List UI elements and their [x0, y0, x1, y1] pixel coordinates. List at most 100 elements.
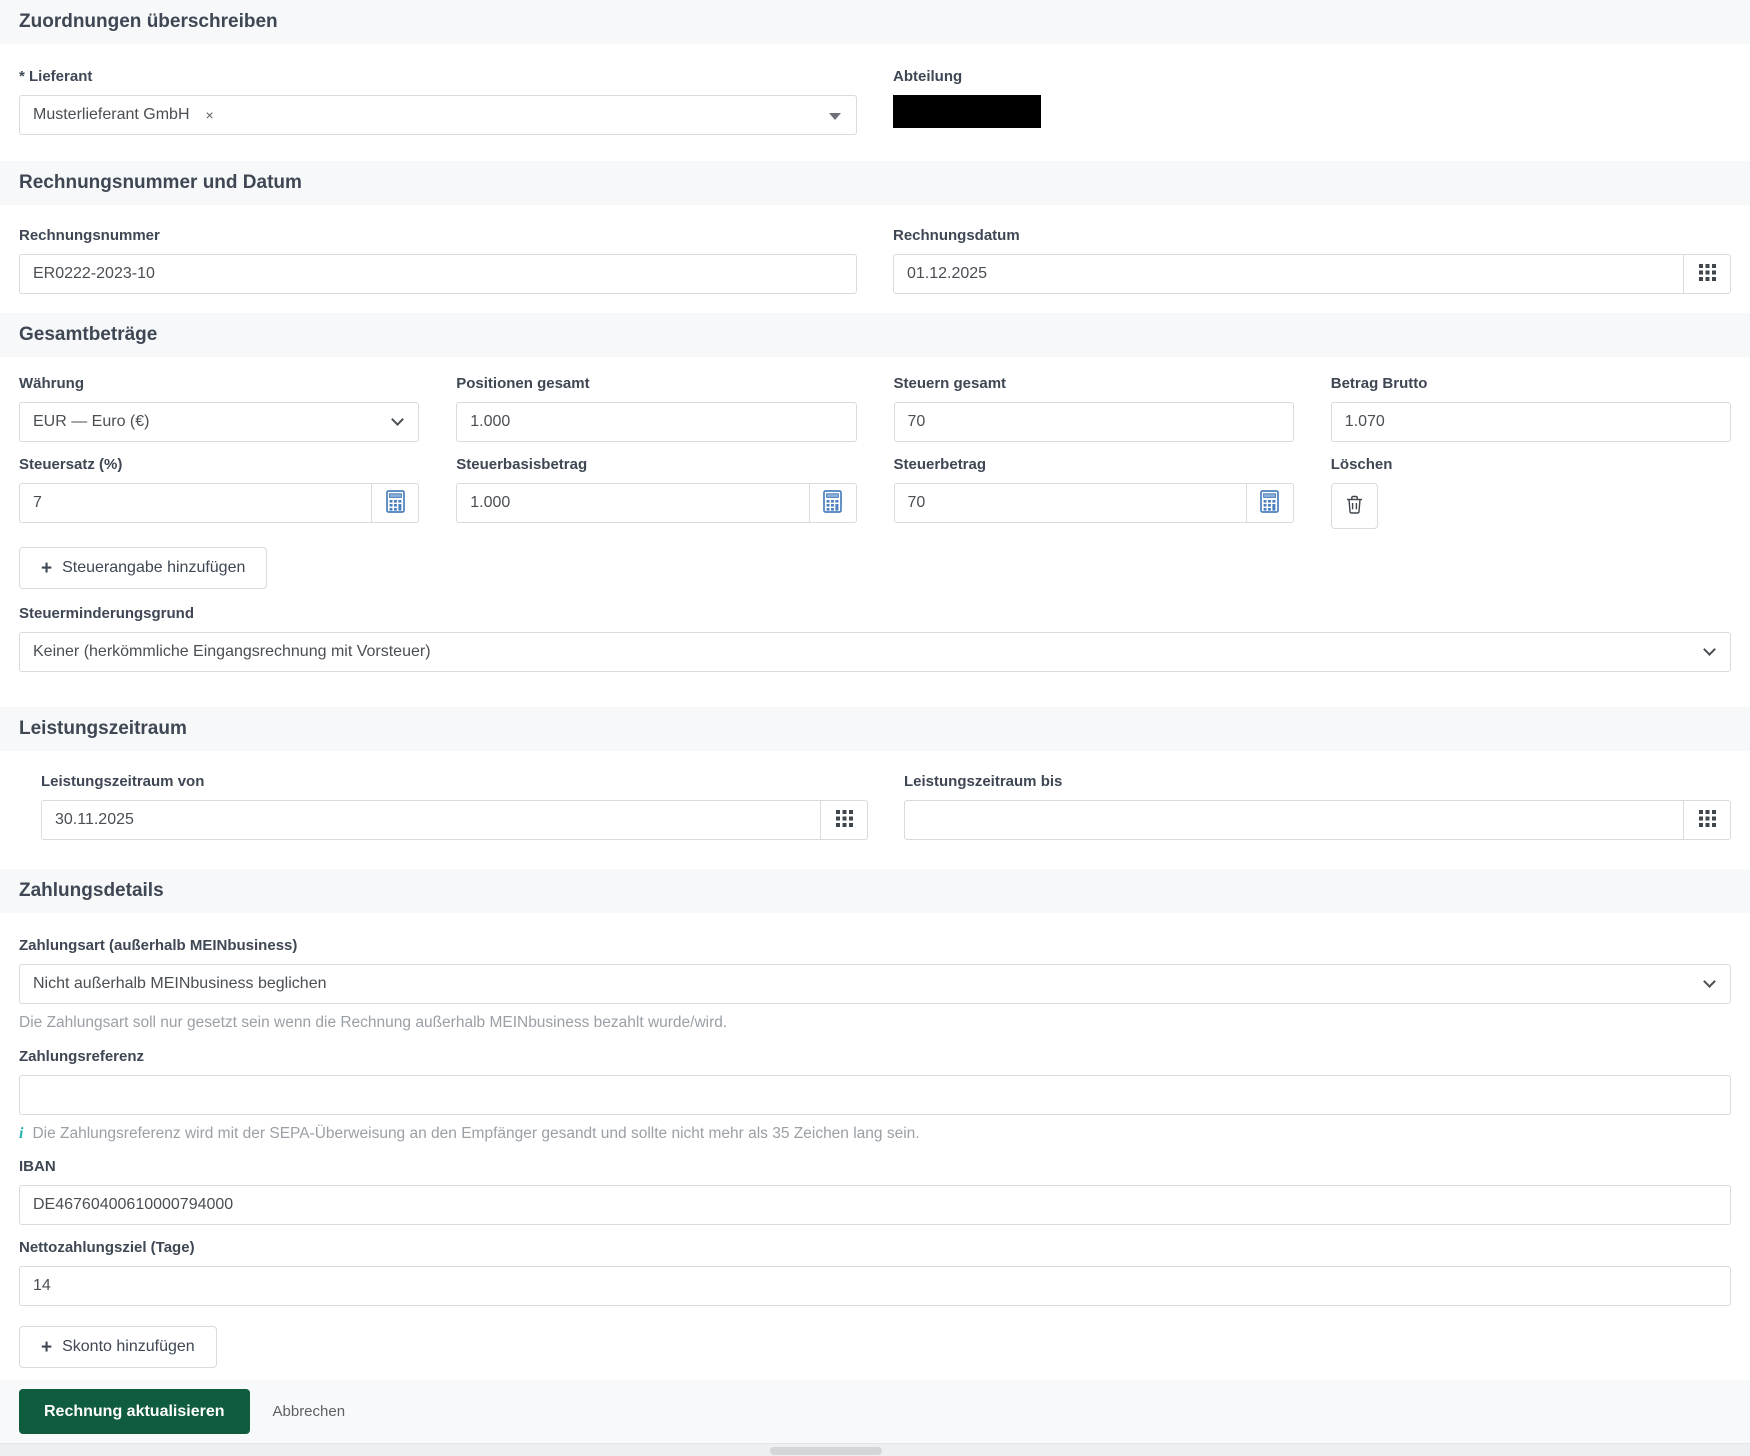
zahlungsreferenz-input[interactable] — [19, 1075, 1731, 1115]
nettozahlungsziel-label: Nettozahlungsziel (Tage) — [19, 1239, 195, 1256]
leistungszeitraum-bis-label: Leistungszeitraum bis — [904, 773, 1063, 790]
section-header-rechnungsnummer: Rechnungsnummer und Datum — [0, 161, 1750, 205]
rechnungsdatum-field: Rechnungsdatum — [893, 227, 1731, 294]
positionen-gesamt-input[interactable] — [456, 402, 857, 442]
info-icon: i — [19, 1125, 24, 1142]
steuerbasisbetrag-label: Steuerbasisbetrag — [456, 456, 588, 473]
rechnungsdatum-input[interactable] — [893, 254, 1684, 294]
abteilung-redacted-value — [893, 95, 1041, 128]
abteilung-label: Abteilung — [893, 68, 963, 85]
zahlungsart-label: Zahlungsart (außerhalb MEINbusiness) — [19, 937, 298, 954]
section-header-leistungszeitraum: Leistungszeitraum — [0, 707, 1750, 751]
leistungszeitraum-von-datepicker-button[interactable] — [821, 800, 868, 840]
lieferant-select[interactable]: Musterlieferant GmbH × — [19, 95, 857, 135]
remove-tag-icon[interactable]: × — [205, 107, 214, 123]
section-header-zuordnungen: Zuordnungen überschreiben — [0, 0, 1750, 44]
steuern-gesamt-field: Steuern gesamt — [893, 375, 1294, 442]
waehrung-select[interactable]: EUR — Euro (€) — [19, 402, 420, 442]
zahlungsart-select[interactable]: Nicht außerhalb MEINbusiness beglichen — [19, 964, 1731, 1004]
section-header-zahlungsdetails: Zahlungsdetails — [0, 869, 1750, 913]
iban-field: IBAN — [19, 1158, 1731, 1225]
nettozahlungsziel-input[interactable] — [19, 1266, 1731, 1306]
calculator-icon — [385, 490, 405, 516]
nettozahlungsziel-field: Nettozahlungsziel (Tage) — [19, 1239, 1731, 1306]
loeschen-label: Löschen — [1330, 456, 1393, 473]
waehrung-field: Währung EUR — Euro (€) — [19, 375, 420, 442]
steuersatz-calculate-button[interactable] — [372, 483, 420, 523]
abteilung-field: Abteilung — [893, 68, 1731, 135]
section-title: Leistungszeitraum — [19, 718, 187, 739]
steuerminderungsgrund-select[interactable]: Keiner (herkömmliche Eingangsrechnung mi… — [19, 632, 1731, 672]
rechnungsdatum-label: Rechnungsdatum — [893, 227, 1020, 244]
steuerminderungsgrund-value: Keiner (herkömmliche Eingangsrechnung mi… — [33, 643, 431, 660]
steuerbetrag-calculate-button[interactable] — [1246, 483, 1294, 523]
chevron-down-icon — [1703, 643, 1716, 656]
rechnungsnummer-label: Rechnungsnummer — [19, 227, 160, 244]
section-header-gesamtbetraege: Gesamtbeträge — [0, 313, 1750, 357]
horizontal-scrollbar-thumb[interactable] — [770, 1447, 882, 1455]
waehrung-label: Währung — [19, 375, 84, 392]
zahlungsart-hint: Die Zahlungsart soll nur gesetzt sein we… — [19, 1014, 728, 1031]
steuerbasisbetrag-calculate-button[interactable] — [809, 483, 857, 523]
section-title: Zuordnungen überschreiben — [19, 11, 278, 32]
leistungszeitraum-von-input[interactable] — [41, 800, 821, 840]
lieferant-field: * Lieferant Musterlieferant GmbH × — [19, 68, 857, 135]
leistungszeitraum-von-field: Leistungszeitraum von — [41, 773, 868, 840]
betrag-brutto-label: Betrag Brutto — [1330, 375, 1428, 392]
rechnungsnummer-input[interactable] — [19, 254, 857, 294]
lieferant-label: * Lieferant — [19, 68, 93, 85]
loeschen-field: Löschen — [1330, 456, 1731, 529]
steuerminderungsgrund-field: Steuerminderungsgrund Keiner (herkömmlic… — [19, 605, 1731, 672]
section-title: Zahlungsdetails — [19, 880, 164, 901]
add-tax-entry-button[interactable]: + Steuerangabe hinzufügen — [19, 547, 268, 589]
iban-input[interactable] — [19, 1185, 1731, 1225]
rechnungsnummer-field: Rechnungsnummer — [19, 227, 857, 294]
trash-icon — [1346, 495, 1363, 517]
delete-tax-row-button[interactable] — [1330, 483, 1378, 529]
steuerbasisbetrag-field: Steuerbasisbetrag — [456, 456, 857, 529]
add-skonto-button[interactable]: + Skonto hinzufügen — [19, 1326, 217, 1368]
section-title: Rechnungsnummer und Datum — [19, 172, 302, 193]
update-invoice-button[interactable]: Rechnung aktualisieren — [19, 1389, 250, 1434]
cancel-link[interactable]: Abbrechen — [272, 1403, 346, 1420]
leistungszeitraum-bis-datepicker-button[interactable] — [1684, 800, 1731, 840]
positionen-gesamt-label: Positionen gesamt — [456, 375, 590, 392]
steuerbasisbetrag-input[interactable] — [456, 483, 810, 523]
zahlungsart-value: Nicht außerhalb MEINbusiness beglichen — [33, 975, 327, 992]
chevron-down-icon — [391, 413, 405, 426]
zahlungsreferenz-field: Zahlungsreferenz i Die Zahlungsreferenz … — [19, 1048, 1731, 1143]
calendar-icon — [1698, 264, 1716, 284]
zahlungsreferenz-hint: Die Zahlungsreferenz wird mit der SEPA-Ü… — [32, 1125, 920, 1142]
calendar-icon — [835, 810, 853, 830]
caret-down-icon — [829, 113, 841, 120]
leistungszeitraum-bis-field: Leistungszeitraum bis — [904, 773, 1731, 840]
waehrung-value: EUR — Euro (€) — [33, 413, 150, 430]
steuerbetrag-label: Steuerbetrag — [893, 456, 987, 473]
positionen-gesamt-field: Positionen gesamt — [456, 375, 857, 442]
horizontal-scrollbar-track — [0, 1443, 1750, 1456]
leistungszeitraum-bis-input[interactable] — [904, 800, 1684, 840]
form-footer: Rechnung aktualisieren Abbrechen — [0, 1380, 1750, 1443]
chevron-down-icon — [1703, 975, 1716, 988]
leistungszeitraum-von-label: Leistungszeitraum von — [41, 773, 205, 790]
steuern-gesamt-label: Steuern gesamt — [893, 375, 1007, 392]
betrag-brutto-field: Betrag Brutto — [1330, 375, 1731, 442]
steuerbetrag-input[interactable] — [893, 483, 1247, 523]
add-tax-entry-label: Steuerangabe hinzufügen — [62, 559, 246, 576]
zahlungsreferenz-label: Zahlungsreferenz — [19, 1048, 145, 1065]
zahlungsart-field: Zahlungsart (außerhalb MEINbusiness) Nic… — [19, 937, 1731, 1032]
calculator-icon — [1260, 490, 1280, 516]
plus-icon: + — [41, 557, 53, 579]
betrag-brutto-input[interactable] — [1330, 402, 1731, 442]
rechnungsdatum-datepicker-button[interactable] — [1684, 254, 1731, 294]
steuerminderungsgrund-label: Steuerminderungsgrund — [19, 605, 195, 622]
steuerbetrag-field: Steuerbetrag — [893, 456, 1294, 529]
add-skonto-label: Skonto hinzufügen — [62, 1338, 195, 1355]
iban-label: IBAN — [19, 1158, 56, 1175]
plus-icon: + — [41, 1336, 53, 1358]
calendar-icon — [1698, 810, 1716, 830]
section-title: Gesamtbeträge — [19, 324, 158, 345]
steuersatz-input[interactable] — [19, 483, 373, 523]
steuern-gesamt-input[interactable] — [893, 402, 1294, 442]
